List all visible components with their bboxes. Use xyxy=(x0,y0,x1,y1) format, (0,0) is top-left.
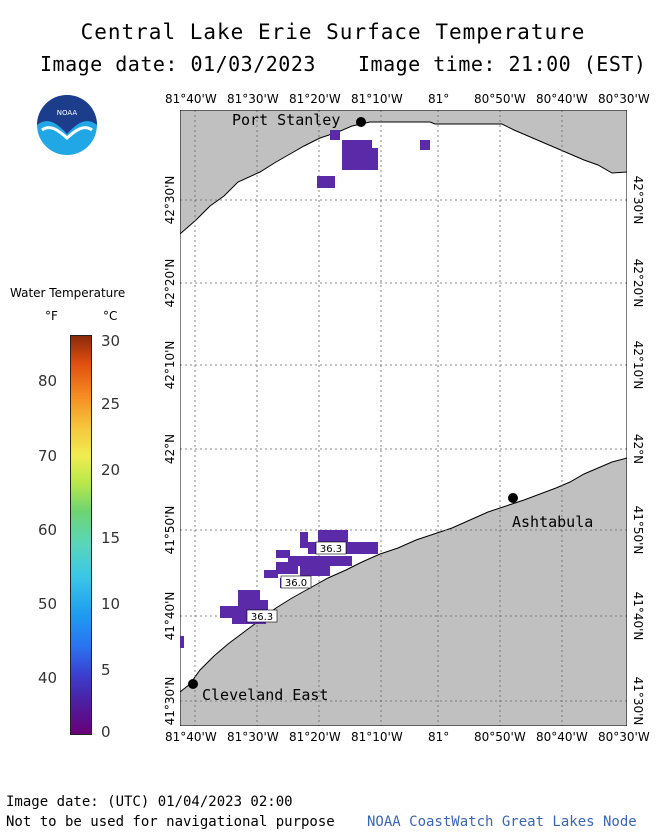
south-shore-land xyxy=(180,457,627,726)
lon-tick-top: 80°30'W xyxy=(598,92,650,106)
temperature-pixels-north xyxy=(317,130,430,188)
legend-f-tick: 60 xyxy=(38,521,58,539)
city-marker-ashtabula xyxy=(508,493,518,503)
city-label-ashtabula: Ashtabula xyxy=(512,513,593,531)
lat-tick-left: 41°30'N xyxy=(163,676,177,726)
city-label-port-stanley: Port Stanley xyxy=(232,111,340,129)
city-marker-cleveland-east xyxy=(188,679,198,689)
footer-disclaimer: Not to be used for navigational purpose xyxy=(6,814,335,830)
legend-c-tick: 25 xyxy=(101,395,121,413)
image-date: Image date: 01/03/2023 xyxy=(40,52,316,76)
footer-utc-date: Image date: (UTC) 01/04/2023 02:00 xyxy=(6,794,293,810)
lat-tick-left: 42°N xyxy=(163,433,177,465)
lon-tick-top: 81°40'W xyxy=(165,92,217,106)
lon-tick-bottom: 81°30'W xyxy=(227,730,279,744)
legend-f-tick: 40 xyxy=(38,669,58,687)
lon-tick-bottom: 80°30'W xyxy=(598,730,650,744)
lon-tick-top: 81° xyxy=(428,92,450,106)
lat-tick-right: 42°N xyxy=(631,433,645,465)
north-shore-land xyxy=(180,110,627,235)
legend-c-tick: 5 xyxy=(101,661,111,679)
legend-title: Water Temperature xyxy=(10,286,126,300)
image-time: Image time: 21:00 (EST) xyxy=(358,52,647,76)
lat-tick-right: 41°40'N xyxy=(631,591,645,641)
reading-label: 36.0 xyxy=(280,575,312,589)
city-marker-port-stanley xyxy=(356,117,366,127)
lon-tick-bottom: 81°40'W xyxy=(165,730,217,744)
lat-tick-right: 41°50'N xyxy=(631,505,645,555)
color-scale-bar xyxy=(70,335,92,735)
legend-c-tick: 30 xyxy=(101,332,121,350)
lat-tick-right: 41°30'N xyxy=(631,676,645,726)
city-label-cleveland-east: Cleveland East xyxy=(202,686,328,704)
lon-tick-top: 80°40'W xyxy=(536,92,588,106)
lon-tick-bottom: 81° xyxy=(428,730,450,744)
legend-unit-c: °C xyxy=(103,309,118,323)
lon-tick-bottom: 81°10'W xyxy=(351,730,403,744)
reading-value: 36.0 xyxy=(285,578,307,589)
reading-value: 36.3 xyxy=(320,544,342,555)
logo-text: NOAA xyxy=(57,109,78,117)
lat-tick-left: 41°40'N xyxy=(163,591,177,641)
lake-map: 36.3 36.0 36.3 Port Stanley Ashtabula Cl… xyxy=(180,110,627,726)
lat-tick-left: 41°50'N xyxy=(163,505,177,555)
reading-value: 36.3 xyxy=(251,612,273,623)
legend-c-tick: 20 xyxy=(101,461,121,479)
lon-tick-bottom: 81°20'W xyxy=(289,730,341,744)
lat-tick-left: 42°30'N xyxy=(163,175,177,225)
legend-f-tick: 70 xyxy=(38,447,58,465)
noaa-logo-icon: NOAA xyxy=(37,95,97,155)
legend-f-tick: 50 xyxy=(38,595,58,613)
legend-f-tick: 80 xyxy=(38,372,58,390)
legend-c-tick: 10 xyxy=(101,595,121,613)
lon-tick-top: 81°10'W xyxy=(351,92,403,106)
reading-label: 36.3 xyxy=(246,609,278,623)
lat-tick-right: 42°20'N xyxy=(631,258,645,308)
lon-tick-bottom: 80°40'W xyxy=(536,730,588,744)
lat-tick-right: 42°10'N xyxy=(631,340,645,390)
page-title: Central Lake Erie Surface Temperature xyxy=(80,20,586,44)
legend-c-tick: 0 xyxy=(101,723,111,741)
reading-label: 36.3 xyxy=(315,541,347,555)
lon-tick-top: 81°20'W xyxy=(289,92,341,106)
lon-tick-bottom: 80°50'W xyxy=(474,730,526,744)
legend-c-tick: 15 xyxy=(101,529,121,547)
lat-tick-left: 42°10'N xyxy=(163,340,177,390)
lon-tick-top: 80°50'W xyxy=(474,92,526,106)
footer-credit: NOAA CoastWatch Great Lakes Node xyxy=(367,814,637,830)
legend-unit-f: °F xyxy=(45,309,58,323)
lon-tick-top: 81°30'W xyxy=(227,92,279,106)
lat-tick-left: 42°20'N xyxy=(163,258,177,308)
lat-tick-right: 42°30'N xyxy=(631,175,645,225)
